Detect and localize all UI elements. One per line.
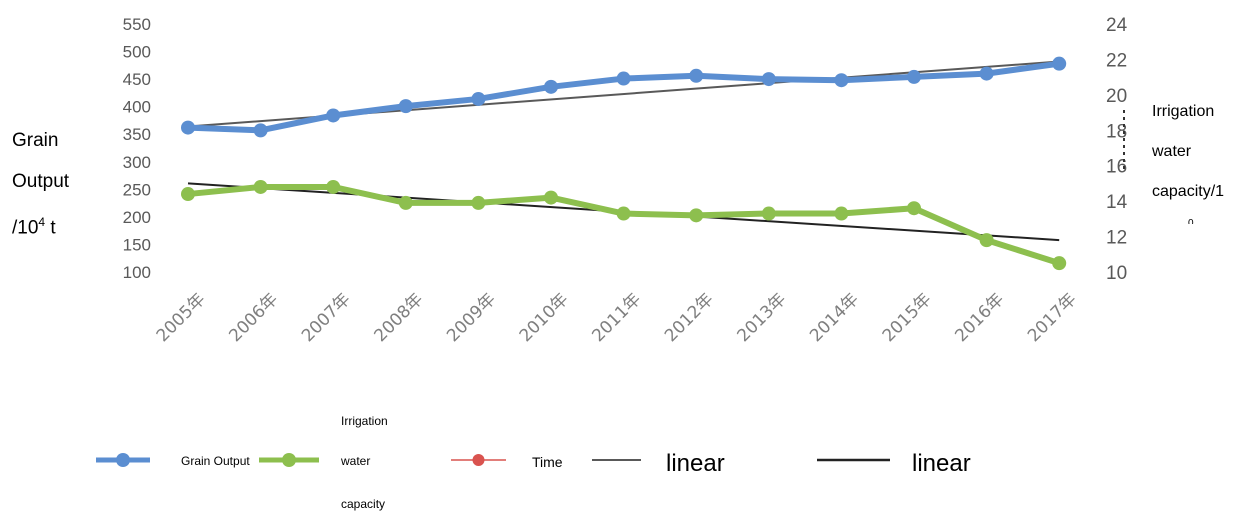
y-left-tick-label: 500 (123, 43, 151, 62)
x-axis: 2005年 2006年 2007年 2008年 2009年 2010年 2011年 2012年… (153, 289, 1081, 346)
data-point-irrigation-water-capacity (834, 206, 849, 221)
data-point-irrigation-water-capacity (761, 206, 776, 221)
y-axis-right-title-line1: Irrigation (1152, 103, 1215, 120)
data-point-grain-output (834, 73, 849, 88)
x-tick-label: 2016年 (951, 289, 1008, 346)
y-left-tick-label: 550 (123, 15, 151, 34)
y-left-tick-label: 100 (123, 263, 151, 282)
y-axis-right-title-line3: capacity/1 (1152, 183, 1225, 200)
y-axis-left: 100 150 200 250 300 350 400 450 500 550 (123, 15, 151, 282)
y-right-tick-label: 14 (1106, 192, 1128, 213)
data-point-irrigation-water-capacity (471, 195, 486, 210)
y-axis-left-title-line2: Output (12, 171, 70, 192)
y-axis-right-title-line4: 0 (1188, 218, 1194, 224)
y-left-tick-label: 300 (123, 153, 151, 172)
data-point-grain-output (326, 108, 341, 123)
y-axis-right: 10 12 14 16 18 20 22 24 (1106, 15, 1128, 284)
x-tick-label: 2014年 (806, 289, 863, 346)
x-tick-label: 2009年 (443, 289, 500, 346)
x-tick-label: 2006年 (225, 289, 282, 346)
x-tick-label: 2012年 (661, 289, 718, 346)
legend-mark-irrigation-water-capacity (259, 453, 319, 467)
y-left-tick-label: 200 (123, 208, 151, 227)
data-point-irrigation-water-capacity (326, 179, 341, 194)
data-point-irrigation-water-capacity (544, 190, 558, 205)
legend-mark-time (451, 454, 506, 466)
y-left-tick-label: 400 (123, 98, 151, 117)
legend-marks (96, 453, 890, 467)
legend-label-irrigation-line2: water (341, 454, 371, 468)
x-tick-label: 2011年 (588, 289, 645, 346)
data-point-grain-output (689, 68, 704, 83)
data-point-irrigation-water-capacity (398, 195, 413, 210)
data-point-irrigation-water-capacity (616, 206, 631, 221)
data-point-irrigation-water-capacity (1052, 256, 1067, 271)
y-right-tick-label: 18 (1106, 121, 1127, 142)
y-axis-right-title-line2: water (1152, 143, 1192, 160)
data-point-grain-output (471, 91, 486, 106)
y-axis-left-title: Grain Output /104 t (12, 120, 69, 248)
data-point-grain-output (544, 79, 558, 94)
y-right-tick-label: 20 (1106, 86, 1127, 107)
y-right-tick-label: 12 (1106, 228, 1127, 249)
series-line-irrigation-water-capacity (185, 183, 1063, 267)
data-point-irrigation-water-capacity (979, 233, 994, 248)
data-point-grain-output (616, 71, 631, 86)
data-point-irrigation-water-capacity (907, 201, 921, 216)
data-point-grain-output (979, 66, 994, 81)
series-group (181, 56, 1067, 271)
y-right-tick-label: 24 (1106, 15, 1128, 36)
y-left-tick-label: 250 (123, 180, 151, 199)
legend-label-irrigation-line1: Irrigation (341, 414, 388, 428)
x-tick-label: 2015年 (879, 289, 936, 346)
x-tick-label: 2017年 (1024, 289, 1081, 346)
y-axis-left-title-line3: /104 t (12, 215, 56, 239)
legend-label-irrigation-line3: capacity (341, 497, 386, 511)
y-axis-right-title: Irrigation water capacity/1 0 (1152, 92, 1240, 224)
y-left-tick-label: 150 (123, 235, 151, 254)
data-point-grain-output (761, 72, 776, 87)
data-point-irrigation-water-capacity (689, 208, 704, 223)
x-tick-label: 2010年 (516, 289, 573, 346)
x-tick-label: 2005年 (153, 289, 210, 346)
data-point-grain-output (398, 99, 413, 114)
y-left-tick-label: 350 (123, 125, 151, 144)
y-axis-left-title-line1: Grain (12, 130, 59, 151)
legend-mark-grain-output (96, 453, 150, 467)
data-point-grain-output (253, 123, 268, 138)
legend-label-time: Time (532, 454, 563, 470)
y-right-tick-label: 16 (1106, 157, 1127, 178)
data-point-grain-output (1052, 56, 1067, 71)
legend-label-linear-1: linear (666, 450, 725, 477)
data-point-irrigation-water-capacity (181, 187, 195, 202)
data-point-grain-output (907, 69, 921, 84)
legend-label-linear-2: linear (912, 450, 971, 477)
x-tick-label: 2007年 (298, 289, 355, 346)
legend-label-grain-output: Grain Output (181, 454, 250, 468)
y-right-tick-label: 22 (1106, 50, 1127, 71)
data-point-irrigation-water-capacity (253, 179, 268, 194)
x-tick-label: 2008年 (371, 289, 428, 346)
data-point-grain-output (181, 120, 195, 135)
y-right-tick-label: 10 (1106, 263, 1127, 284)
x-tick-label: 2013年 (734, 289, 791, 346)
y-left-tick-label: 450 (123, 70, 151, 89)
